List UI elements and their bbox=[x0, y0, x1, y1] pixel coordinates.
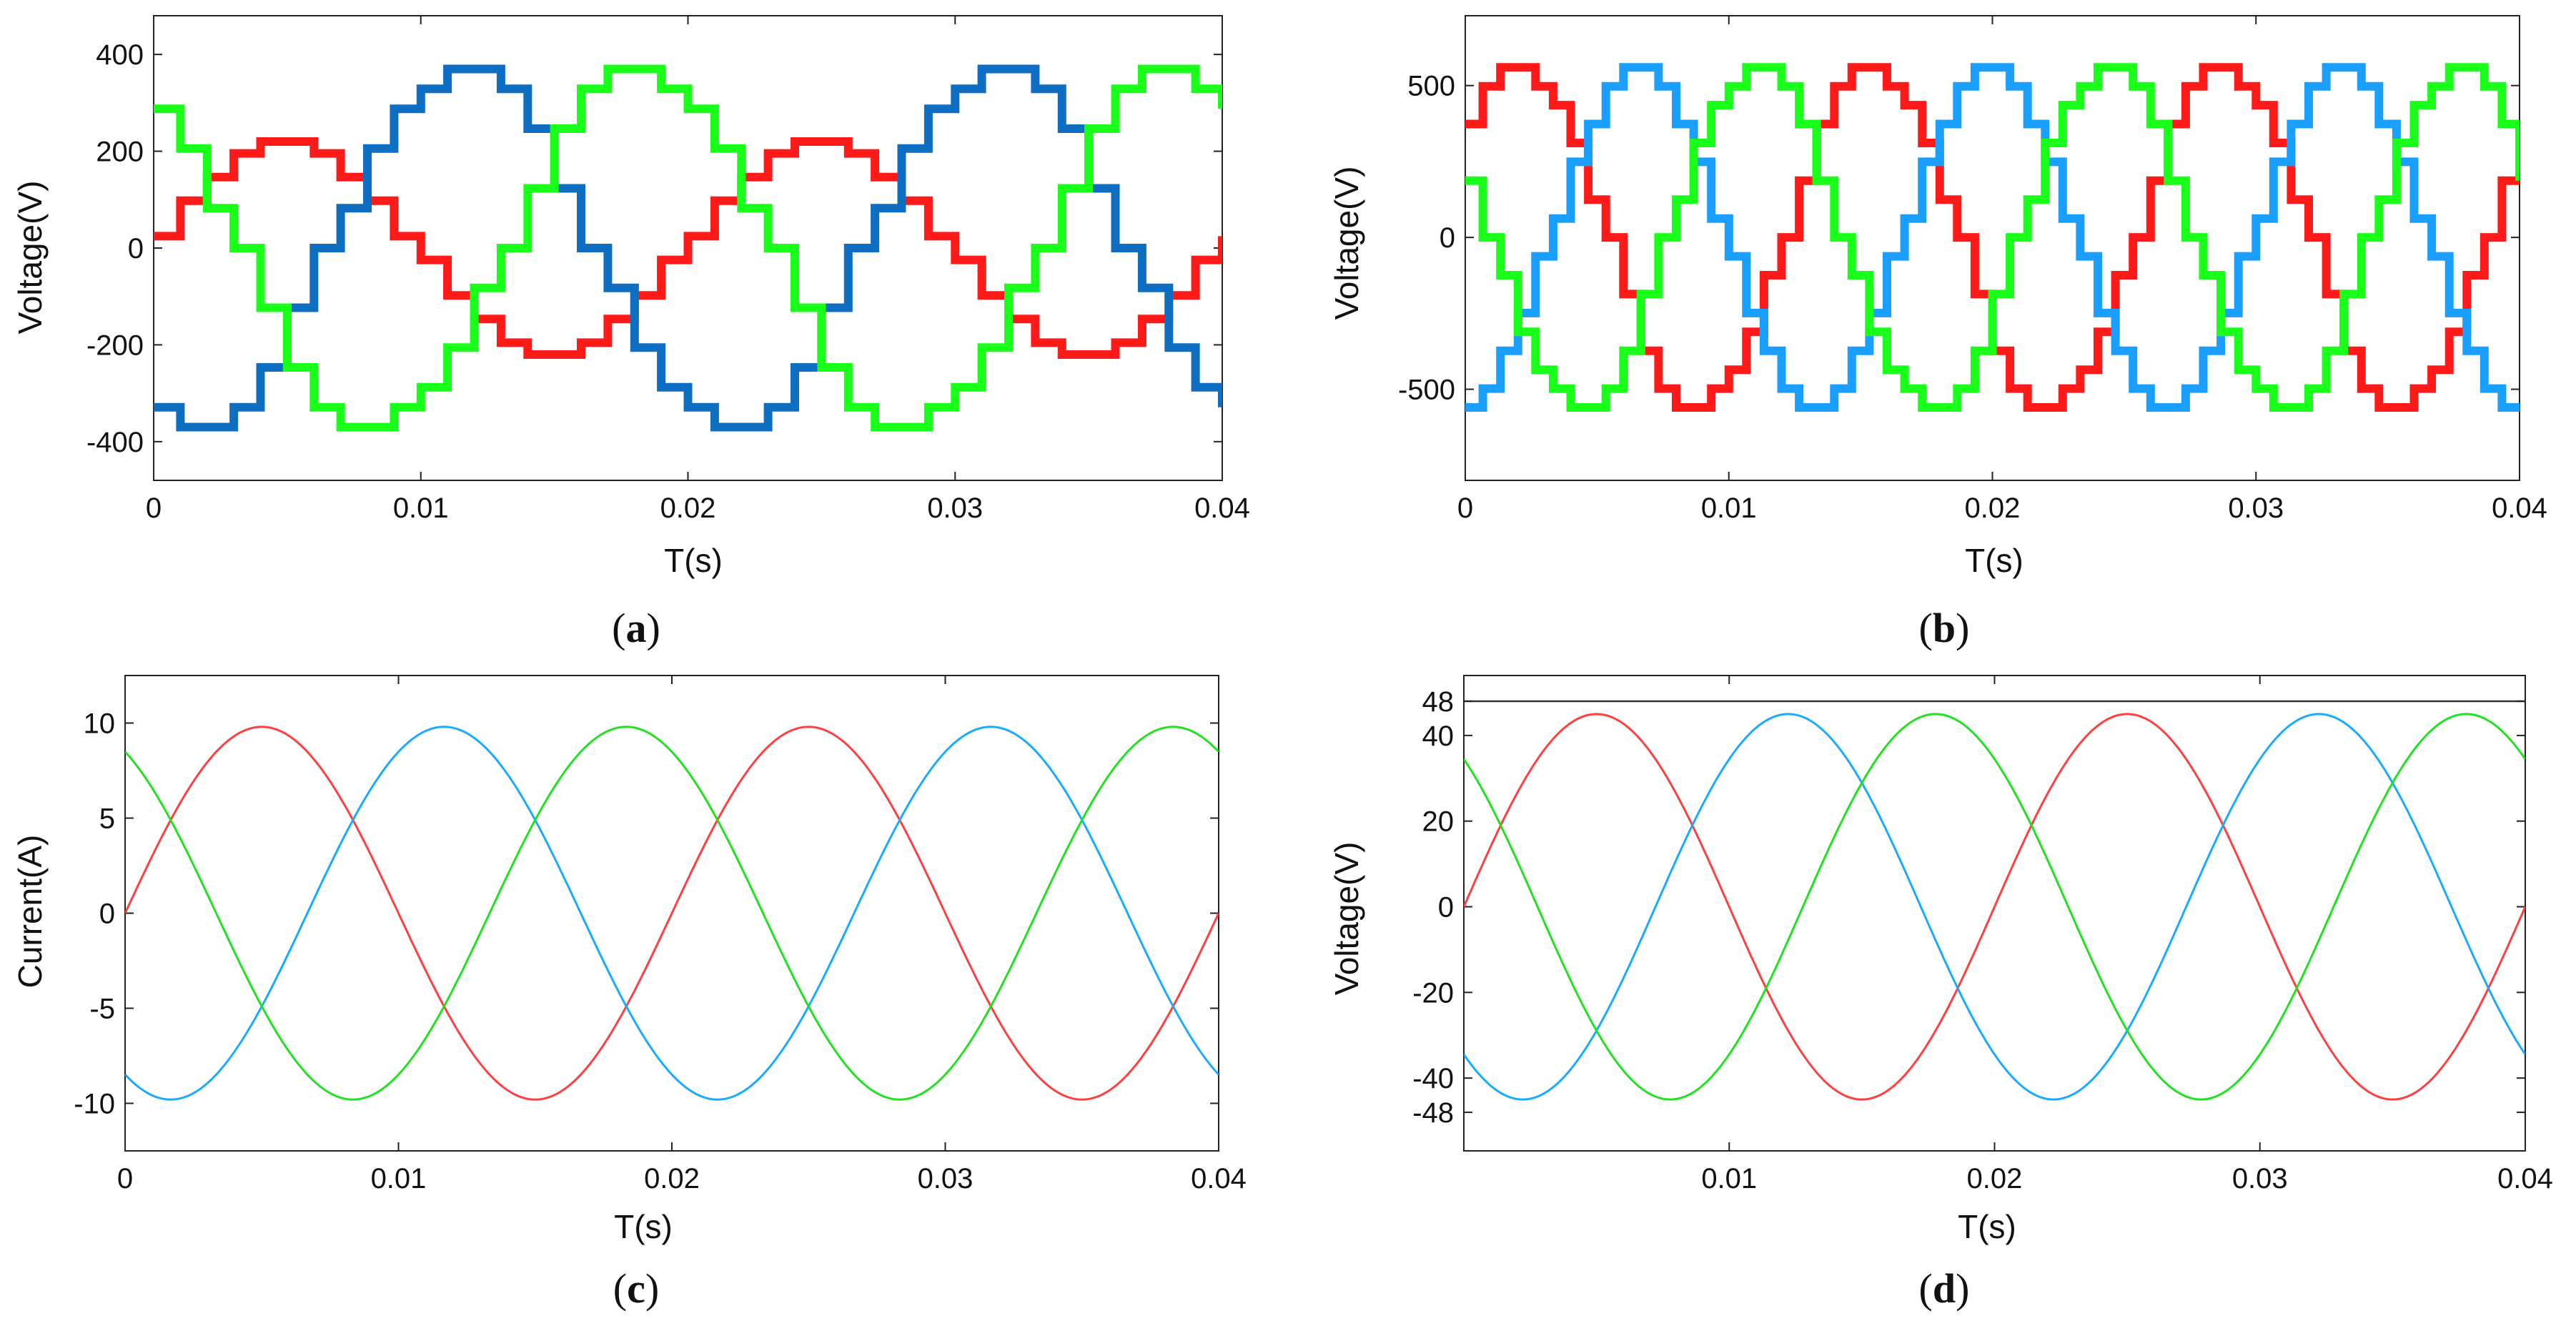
chart-a-xtick-label: 0.01 bbox=[393, 493, 449, 524]
chart-a-caption-letter: a bbox=[626, 605, 647, 651]
chart-c-caption-close: ) bbox=[645, 1265, 659, 1312]
chart-c-series bbox=[125, 726, 1219, 1101]
chart-a-xtick-label: 0.03 bbox=[927, 493, 983, 524]
chart-a-ticks: 0 0.01 0.02 0.03 0.04 400 200 0 -200 -400 bbox=[86, 16, 1250, 524]
chart-d-ytick-label: -40 bbox=[1412, 1063, 1454, 1094]
chart-c-ytick-label: 0 bbox=[99, 899, 115, 930]
chart-a-xtick-label: 0 bbox=[146, 493, 162, 524]
chart-b-ytick-label: -500 bbox=[1398, 375, 1455, 406]
chart-d-ytick-label: -48 bbox=[1412, 1097, 1454, 1129]
chart-a-caption-open: ( bbox=[612, 605, 625, 651]
chart-a-xtick-label: 0.02 bbox=[660, 493, 716, 524]
chart-d-caption-close: ) bbox=[1956, 1265, 1969, 1312]
chart-d-ytick-label: -20 bbox=[1412, 977, 1454, 1009]
chart-d-caption-letter: d bbox=[1933, 1265, 1956, 1312]
chart-b-ylabel: Voltage(V) bbox=[1328, 167, 1365, 320]
chart-d-xtick-label: 0.02 bbox=[1967, 1163, 2023, 1194]
chart-a-ylabel: Voltage(V) bbox=[11, 181, 49, 335]
chart-c-caption: (c) bbox=[613, 1265, 659, 1312]
chart-d-series-phase-c bbox=[1464, 713, 2525, 1101]
chart-c-xtick-label: 0 bbox=[117, 1163, 133, 1194]
chart-c-ylabel: Current(A) bbox=[11, 835, 49, 989]
chart-panel-c: 0 0.01 0.02 0.03 0.04 10 5 0 -5 -10 Current(A) T(… bbox=[11, 675, 1247, 1312]
chart-b-caption: (b) bbox=[1919, 605, 1970, 651]
chart-c-caption-letter: c bbox=[627, 1265, 645, 1312]
chart-c-xtick-label: 0.02 bbox=[644, 1163, 700, 1194]
chart-b-xtick-label: 0 bbox=[1457, 493, 1473, 524]
chart-b-caption-letter: b bbox=[1933, 605, 1956, 651]
chart-c-caption-open: ( bbox=[613, 1265, 627, 1312]
chart-d-xtick-label: 0.01 bbox=[1701, 1163, 1757, 1194]
chart-a-ytick-label: 0 bbox=[128, 233, 144, 264]
chart-b-xlabel: T(s) bbox=[1965, 542, 2023, 579]
chart-d-caption-open: ( bbox=[1919, 1265, 1933, 1312]
chart-c-series-phase-c bbox=[125, 726, 1219, 1101]
chart-d-xtick-label: 0.04 bbox=[2497, 1163, 2553, 1194]
chart-c-ticks: 0 0.01 0.02 0.03 0.04 10 5 0 -5 -10 bbox=[74, 676, 1247, 1194]
chart-c-ytick-label: -5 bbox=[89, 994, 115, 1025]
chart-c-xtick-label: 0.01 bbox=[371, 1163, 427, 1194]
chart-b-series-phase-c bbox=[1465, 63, 2520, 412]
chart-d-series bbox=[1464, 713, 2525, 1101]
chart-d-ytick-label: 0 bbox=[1438, 892, 1454, 924]
chart-d-xlabel: T(s) bbox=[1958, 1208, 2016, 1245]
chart-c-ytick-label: 5 bbox=[99, 803, 115, 835]
chart-c-ytick-label: -10 bbox=[74, 1089, 115, 1120]
chart-b-caption-open: ( bbox=[1919, 605, 1933, 651]
chart-b-xtick-label: 0.04 bbox=[2492, 493, 2547, 524]
chart-d-frame bbox=[1463, 675, 2526, 1152]
chart-c-xlabel: T(s) bbox=[614, 1208, 673, 1245]
chart-d-series-phase-b bbox=[1464, 713, 2525, 1101]
chart-c-xtick-label: 0.04 bbox=[1191, 1163, 1247, 1194]
chart-b-series-phase-b bbox=[1465, 63, 2520, 412]
chart-c-series-phase-a bbox=[125, 726, 1219, 1101]
chart-d-plot-area bbox=[1463, 675, 2526, 1152]
chart-c-xtick-label: 0.03 bbox=[918, 1163, 974, 1194]
chart-d-ytick-label: 20 bbox=[1422, 806, 1455, 838]
chart-b-xtick-label: 0.01 bbox=[1701, 493, 1757, 524]
chart-c-ytick-label: 10 bbox=[84, 708, 116, 740]
chart-b-ticks: 0 0.01 0.02 0.03 0.04 500 0 -500 bbox=[1398, 16, 2547, 524]
chart-a-xtick-label: 0.04 bbox=[1194, 493, 1250, 524]
chart-a-ytick-label: -400 bbox=[86, 427, 144, 458]
chart-panel-b: 0 0.01 0.02 0.03 0.04 500 0 -500 Voltage(V) T(s… bbox=[1328, 15, 2547, 651]
chart-d-ytick-label: 40 bbox=[1422, 721, 1455, 752]
chart-b-caption-close: ) bbox=[1956, 605, 1969, 651]
chart-b-ytick-label: 500 bbox=[1407, 71, 1455, 102]
chart-a-series-phase-b bbox=[154, 64, 1222, 432]
chart-a-xlabel: T(s) bbox=[664, 542, 723, 579]
chart-d-ytick-label: 48 bbox=[1422, 686, 1455, 718]
chart-d-ylabel: Voltage(V) bbox=[1328, 842, 1365, 996]
chart-d-xtick-label: 0.03 bbox=[2232, 1163, 2288, 1194]
chart-b-series bbox=[1465, 63, 2520, 412]
chart-d-caption: (d) bbox=[1919, 1265, 1970, 1312]
chart-b-xtick-label: 0.02 bbox=[1965, 493, 2021, 524]
chart-b-ytick-label: 0 bbox=[1440, 222, 1455, 254]
chart-a-series bbox=[154, 64, 1222, 432]
chart-c-series-phase-b bbox=[125, 726, 1219, 1101]
chart-b-plot-area bbox=[1465, 15, 2520, 481]
chart-a-caption-close: ) bbox=[647, 605, 660, 651]
chart-a-series-phase-c bbox=[154, 64, 1222, 432]
chart-b-frame bbox=[1465, 15, 2520, 481]
chart-b-xtick-label: 0.03 bbox=[2228, 493, 2284, 524]
chart-a-series-phase-a bbox=[154, 137, 1222, 359]
chart-d-series-phase-a bbox=[1464, 713, 2525, 1101]
chart-a-ytick-label: -200 bbox=[86, 330, 144, 361]
chart-a-caption: (a) bbox=[612, 605, 660, 651]
chart-a-ytick-label: 200 bbox=[96, 137, 144, 168]
chart-panel-a: 0 0.01 0.02 0.03 0.04 400 200 0 -200 -400 Voltage… bbox=[11, 15, 1250, 651]
chart-a-ytick-label: 400 bbox=[96, 39, 144, 71]
